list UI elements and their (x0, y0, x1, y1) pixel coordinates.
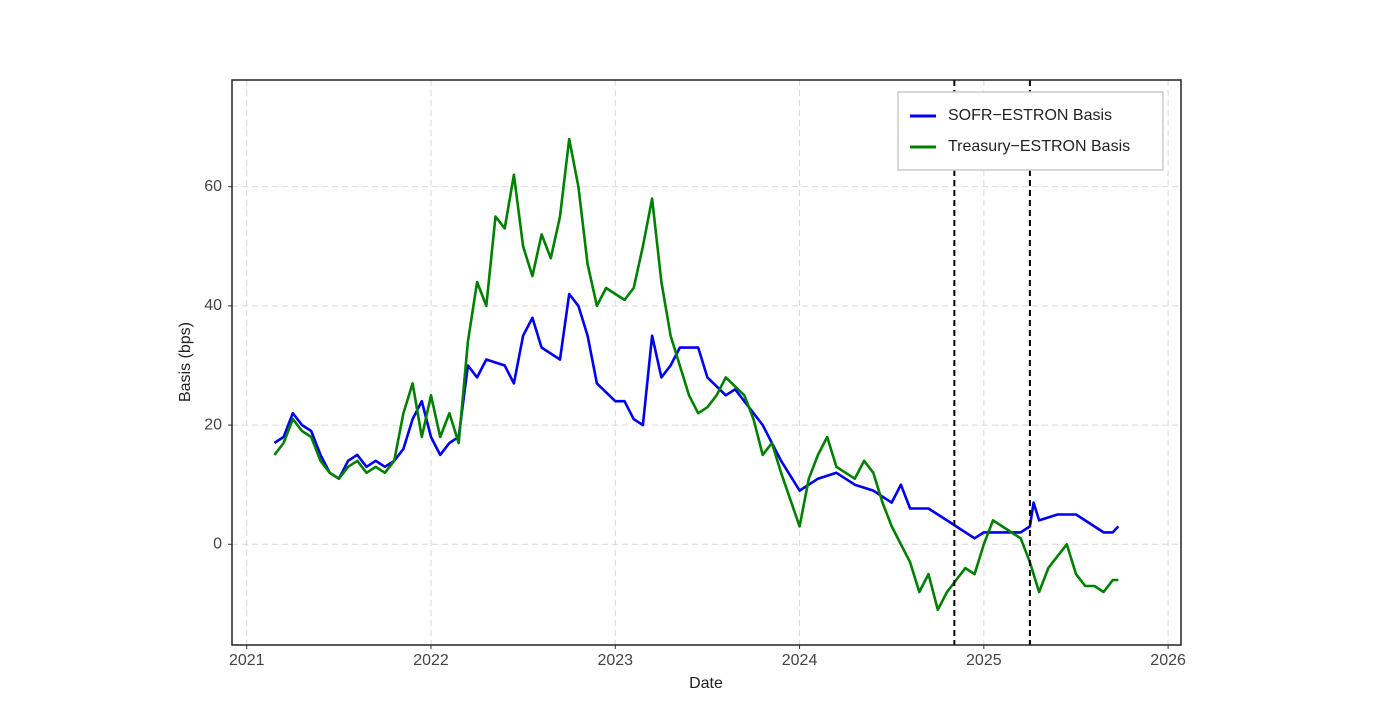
y-tick-label: 60 (204, 178, 222, 195)
x-tick-label: 2022 (413, 652, 449, 669)
x-tick-label: 2021 (229, 652, 265, 669)
x-tick-label: 2025 (966, 652, 1002, 669)
x-axis-label: Date (689, 675, 723, 692)
y-tick-label: 20 (204, 416, 222, 433)
plot-frame (231, 79, 1182, 646)
legend-label: SOFR−ESTRON Basis (948, 107, 1112, 124)
data-line (273, 292, 1120, 540)
y-tick-label: 40 (204, 297, 222, 314)
y-axis-label: Basis (bps) (177, 322, 194, 402)
y-tick-label: 0 (213, 535, 222, 552)
legend-box (897, 91, 1164, 171)
x-tick-label: 2026 (1150, 652, 1186, 669)
legend-label: Treasury−ESTRON Basis (948, 138, 1130, 155)
data-line (273, 137, 1119, 612)
x-tick-label: 2024 (782, 652, 818, 669)
x-tick-label: 2023 (597, 652, 633, 669)
